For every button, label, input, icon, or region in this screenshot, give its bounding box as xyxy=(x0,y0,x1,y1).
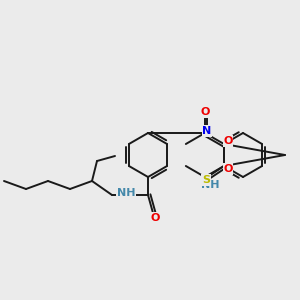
Text: NH: NH xyxy=(201,180,220,190)
Text: O: O xyxy=(223,136,232,146)
Text: N: N xyxy=(202,126,212,136)
Text: O: O xyxy=(223,164,232,174)
Text: O: O xyxy=(150,213,160,223)
Text: O: O xyxy=(200,107,210,117)
Text: NH: NH xyxy=(117,188,135,198)
Text: S: S xyxy=(202,175,210,185)
